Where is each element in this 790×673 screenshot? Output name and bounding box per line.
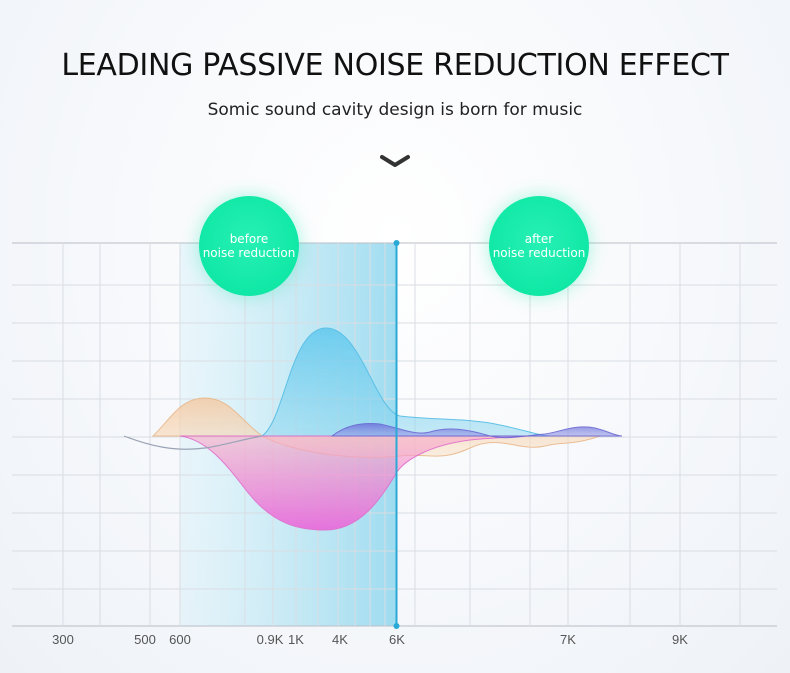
x-tick-label: 9K xyxy=(672,632,688,647)
after-noise-reduction-badge: after noise reduction xyxy=(489,196,589,296)
headline: LEADING PASSIVE NOISE REDUCTION EFFECT xyxy=(61,48,729,83)
x-tick-label: 500 xyxy=(134,632,156,647)
badge-before-line2: noise reduction xyxy=(202,246,296,260)
x-tick-label: 7K xyxy=(560,632,576,647)
blue-wave xyxy=(260,327,551,437)
baseline-curve xyxy=(123,435,263,450)
subheadline: Somic sound cavity design is born for mu… xyxy=(207,100,583,120)
badge-after-line2: noise reduction xyxy=(492,246,586,260)
purple-wave xyxy=(330,423,623,439)
badge-after-line1: after xyxy=(524,232,554,246)
badge-before-line1: before xyxy=(229,232,269,246)
grid xyxy=(12,242,777,627)
pink-wave xyxy=(179,435,531,531)
before-noise-reduction-badge: before noise reduction xyxy=(199,196,299,296)
divider-top-dot xyxy=(393,240,400,246)
x-tick-label: 0.9K xyxy=(257,632,284,647)
x-tick-label: 4K xyxy=(332,632,348,647)
x-tick-label: 1K xyxy=(288,632,304,647)
chevron-down-icon xyxy=(380,155,410,167)
divider-bottom-dot xyxy=(393,623,400,629)
x-tick-label: 6K xyxy=(389,632,405,647)
x-tick-label: 600 xyxy=(169,632,191,647)
x-tick-label: 300 xyxy=(52,632,74,647)
